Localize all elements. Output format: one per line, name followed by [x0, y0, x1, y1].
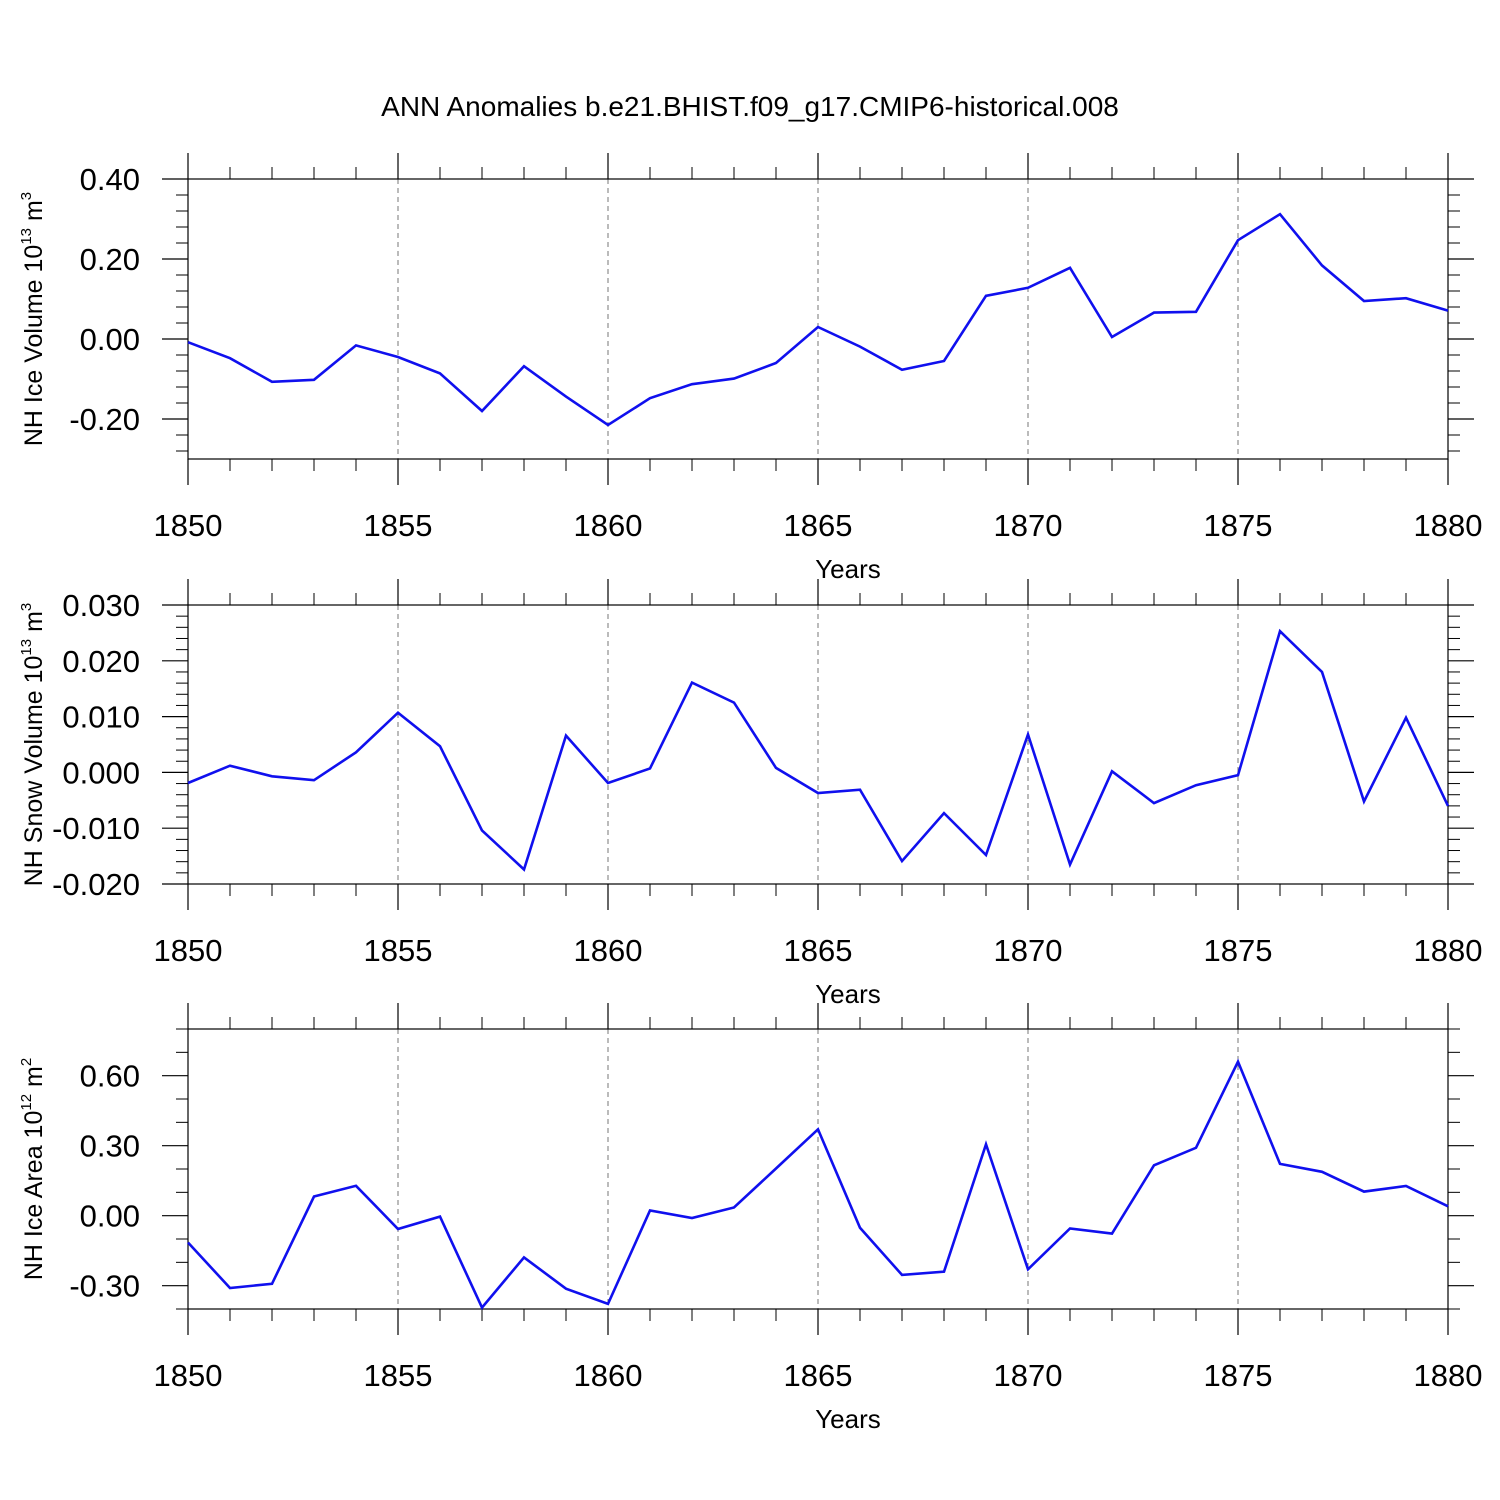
y-tick-label: 0.30 — [80, 1129, 140, 1164]
x-tick-label: 1880 — [1414, 933, 1483, 968]
y-tick-label: -0.20 — [69, 402, 140, 437]
panel-snow-volume: -0.020 -0.010 0.000 0.010 0.020 0.030 1850 1855… — [18, 579, 1482, 1009]
y-tick-label: 0.00 — [80, 322, 140, 357]
panel-ice-volume: -0.20 0.00 0.20 0.40 1850 1855 1860 1865 1870 187… — [18, 153, 1482, 584]
x-tick-label: 1870 — [994, 508, 1063, 543]
x-tick-label: 1865 — [784, 933, 853, 968]
y-tick-label: -0.020 — [52, 867, 140, 902]
x-tick-label: 1875 — [1204, 508, 1273, 543]
y-tick-label: 0.40 — [80, 162, 140, 197]
y-tick-label: -0.010 — [52, 811, 140, 846]
x-axis-label: Years — [815, 554, 881, 584]
y-axis-label: NH Snow Volume 1013 m3 — [18, 603, 48, 887]
y-tick-label: 0.010 — [62, 700, 140, 735]
x-tick-label: 1850 — [154, 933, 223, 968]
x-tick-label: 1870 — [994, 933, 1063, 968]
x-tick-label: 1855 — [364, 933, 433, 968]
x-tick-label: 1855 — [364, 508, 433, 543]
x-axis-label: Years — [815, 979, 881, 1009]
x-axis-label: Years — [815, 1404, 881, 1434]
y-tick-label: 0.000 — [62, 755, 140, 790]
x-tick-label: 1855 — [364, 1358, 433, 1393]
y-axis-label: NH Ice Volume 1013 m3 — [18, 192, 48, 446]
series-line — [187, 212, 1449, 427]
x-tick-label: 1865 — [784, 1358, 853, 1393]
x-tick-label: 1860 — [574, 1358, 643, 1393]
x-tick-label: 1860 — [574, 508, 643, 543]
x-tick-label: 1870 — [994, 1358, 1063, 1393]
x-tick-label: 1860 — [574, 933, 643, 968]
y-tick-label: -0.30 — [69, 1269, 140, 1304]
x-tick-label: 1850 — [154, 1358, 223, 1393]
y-tick-label: 0.60 — [80, 1059, 140, 1094]
y-tick-label: 0.20 — [80, 242, 140, 277]
panel-ice-area: -0.30 0.00 0.30 0.60 1850 1855 1860 1865 1870 187… — [18, 1003, 1482, 1434]
y-tick-label: 0.020 — [62, 644, 140, 679]
x-tick-label: 1850 — [154, 508, 223, 543]
x-tick-label: 1865 — [784, 508, 853, 543]
y-tick-label: 0.00 — [80, 1199, 140, 1234]
x-tick-label: 1875 — [1204, 933, 1273, 968]
series-line — [187, 628, 1450, 872]
figure-title: ANN Anomalies b.e21.BHIST.f09_g17.CMIP6-… — [381, 91, 1119, 122]
y-tick-label: 0.030 — [62, 588, 140, 623]
x-tick-label: 1880 — [1414, 508, 1483, 543]
x-tick-label: 1875 — [1204, 1358, 1273, 1393]
y-axis-label: NH Ice Area 1012 m2 — [18, 1058, 48, 1280]
series-line — [187, 1058, 1449, 1311]
x-tick-label: 1880 — [1414, 1358, 1483, 1393]
